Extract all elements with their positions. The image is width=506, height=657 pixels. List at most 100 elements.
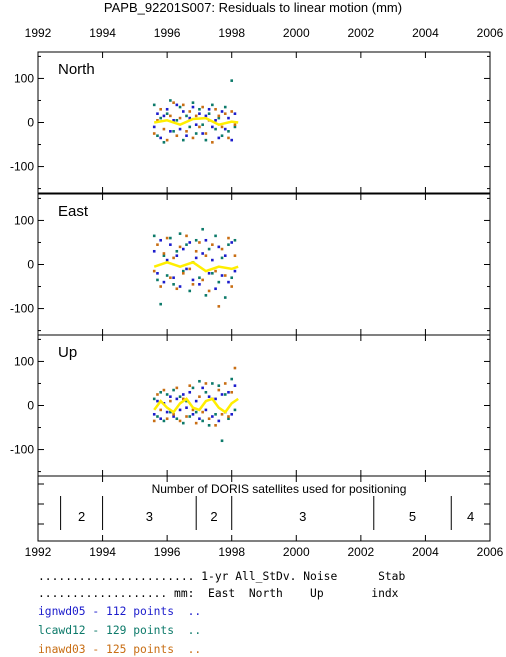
legend-row-ignwd05: ignwd05 - 112 points .. (38, 605, 202, 618)
data-point-ignwd05 (220, 393, 224, 396)
data-point-lcawd12 (159, 116, 162, 120)
data-point-lcawd12 (185, 114, 188, 118)
data-point-inawd03 (181, 272, 185, 275)
legend-row-lcawd12: lcawd12 - 129 points .. (38, 624, 202, 637)
data-point-ignwd05 (201, 386, 204, 390)
data-point-ignwd05 (230, 413, 234, 416)
data-point-lcawd12 (181, 138, 185, 142)
data-point-inawd03 (207, 289, 211, 293)
data-point-inawd03 (223, 274, 227, 277)
data-point-lcawd12 (181, 269, 185, 273)
data-point-lcawd12 (204, 294, 208, 297)
data-point-inawd03 (227, 136, 230, 140)
x-tick-label-top: 2002 (348, 26, 375, 40)
data-point-inawd03 (172, 101, 175, 104)
data-point-lcawd12 (172, 130, 175, 133)
data-point-ignwd05 (191, 105, 195, 109)
data-point-ignwd05 (165, 107, 169, 111)
data-point-ignwd05 (217, 245, 221, 249)
satellites-label: Number of DORIS satellites used for posi… (152, 482, 407, 496)
data-point-ignwd05 (181, 247, 185, 251)
data-point-inawd03 (233, 123, 237, 127)
data-point-ignwd05 (152, 125, 156, 129)
data-point-lcawd12 (152, 397, 156, 401)
satellite-count: 2 (210, 509, 217, 524)
data-point-inawd03 (223, 112, 227, 115)
data-point-lcawd12 (159, 390, 162, 394)
data-point-ignwd05 (220, 274, 224, 277)
data-point-inawd03 (201, 410, 204, 414)
data-point-inawd03 (201, 278, 204, 282)
data-point-ignwd05 (214, 287, 217, 291)
data-point-ignwd05 (175, 254, 179, 257)
data-point-lcawd12 (201, 227, 204, 231)
data-point-inawd03 (185, 130, 188, 133)
data-point-ignwd05 (211, 258, 214, 262)
smooth-curve (153, 397, 239, 414)
data-point-ignwd05 (227, 116, 230, 120)
data-point-lcawd12 (227, 417, 230, 421)
data-point-inawd03 (194, 114, 198, 118)
data-point-lcawd12 (227, 130, 230, 133)
data-point-inawd03 (217, 305, 221, 308)
x-tick-label-top: 2006 (477, 26, 504, 40)
x-tick-label-top: 1996 (154, 26, 181, 40)
data-point-ignwd05 (201, 252, 204, 255)
data-point-ignwd05 (172, 276, 175, 280)
data-point-lcawd12 (152, 103, 156, 107)
x-tick-label-top: 1992 (25, 26, 52, 40)
data-point-ignwd05 (178, 127, 182, 131)
data-point-ignwd05 (156, 272, 159, 275)
data-point-inawd03 (156, 118, 159, 122)
data-point-lcawd12 (169, 236, 172, 240)
data-point-lcawd12 (165, 274, 169, 277)
smooth-curve (153, 260, 239, 273)
data-point-ignwd05 (185, 406, 188, 410)
y-tick-label: -100 (10, 443, 34, 457)
data-point-ignwd05 (181, 110, 185, 113)
data-point-ignwd05 (172, 415, 175, 418)
data-point-lcawd12 (201, 123, 204, 127)
data-point-ignwd05 (159, 238, 162, 242)
satellite-count: 5 (409, 509, 416, 524)
data-point-lcawd12 (198, 379, 201, 383)
data-point-lcawd12 (172, 388, 175, 392)
data-point-inawd03 (162, 127, 166, 131)
data-point-inawd03 (220, 125, 224, 129)
data-point-inawd03 (185, 234, 188, 238)
x-tick-label-top: 2000 (283, 26, 310, 40)
data-point-lcawd12 (211, 382, 214, 385)
data-point-ignwd05 (204, 114, 208, 118)
data-point-ignwd05 (233, 269, 237, 273)
data-point-inawd03 (223, 382, 227, 385)
data-point-inawd03 (220, 413, 224, 416)
data-point-lcawd12 (169, 99, 172, 102)
data-point-lcawd12 (185, 399, 188, 403)
data-point-lcawd12 (188, 125, 192, 129)
data-point-inawd03 (188, 384, 192, 387)
data-point-inawd03 (175, 134, 179, 138)
data-point-lcawd12 (159, 302, 162, 306)
data-point-ignwd05 (178, 285, 182, 288)
data-point-lcawd12 (220, 134, 224, 138)
data-point-ignwd05 (191, 278, 195, 282)
x-tick-label-bottom: 2002 (348, 545, 375, 559)
data-point-inawd03 (165, 138, 169, 142)
legend-row-inawd03: inawd03 - 125 points .. (38, 643, 202, 656)
data-point-ignwd05 (175, 397, 179, 401)
data-point-lcawd12 (175, 249, 179, 253)
data-point-ignwd05 (233, 384, 237, 387)
data-point-ignwd05 (220, 110, 224, 113)
data-point-lcawd12 (185, 243, 188, 246)
data-point-ignwd05 (185, 134, 188, 138)
y-tick-label: 0 (27, 116, 34, 130)
satellite-panel-frame (37, 475, 491, 542)
x-tick-label-top: 1994 (89, 26, 116, 40)
data-point-inawd03 (230, 390, 234, 394)
data-point-ignwd05 (159, 136, 162, 140)
data-point-ignwd05 (169, 395, 172, 398)
data-point-inawd03 (227, 236, 230, 240)
data-point-inawd03 (169, 276, 172, 280)
data-point-inawd03 (233, 254, 237, 257)
